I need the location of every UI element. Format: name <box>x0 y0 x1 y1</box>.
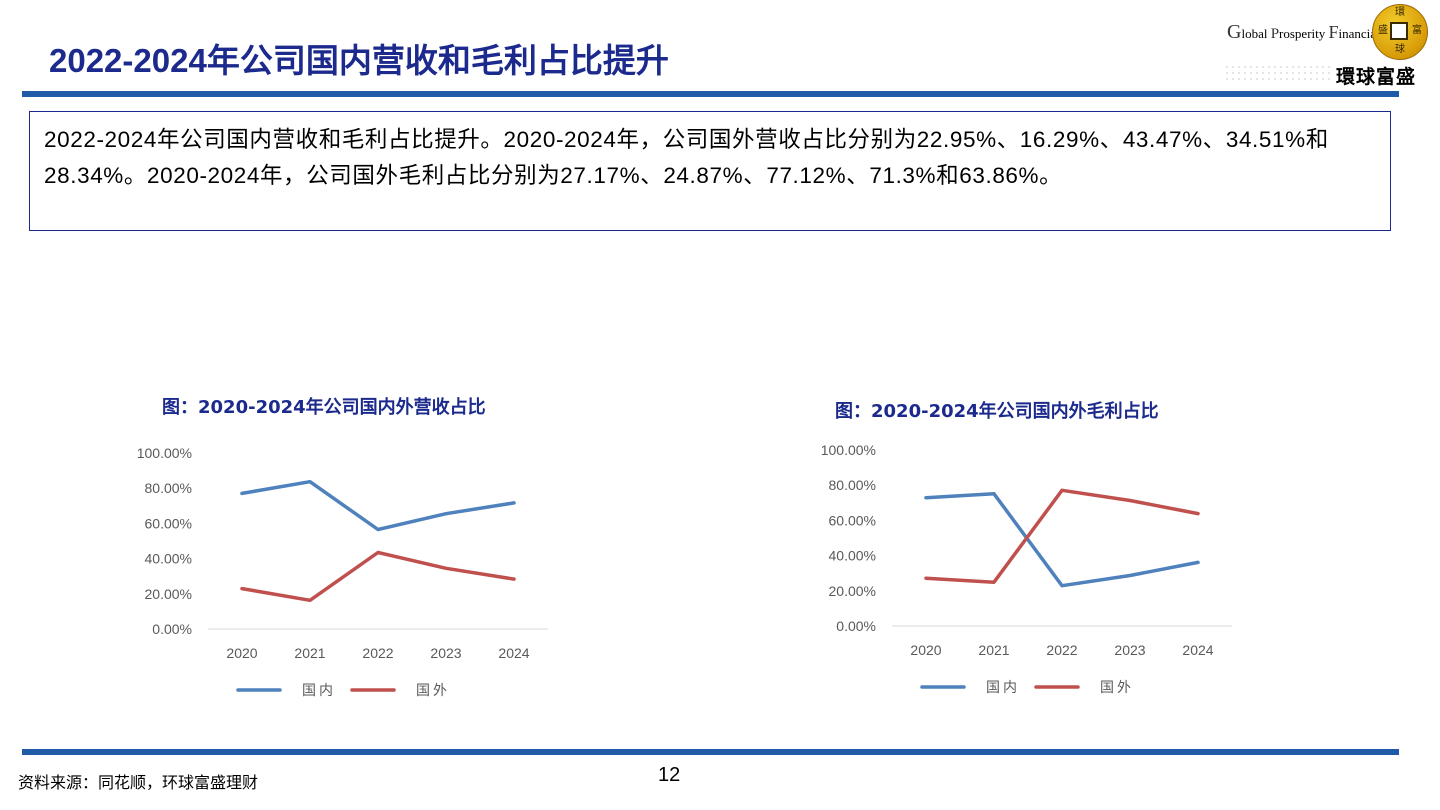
brand-logo: Global Prosperity Financial 環 富 球 盛 環球富盛 <box>1224 4 1434 88</box>
x-tick-label: 2022 <box>362 645 393 661</box>
y-tick-label: 100.00% <box>821 442 876 458</box>
page-number: 12 <box>658 764 681 786</box>
header-divider <box>22 91 1399 97</box>
y-tick-label: 40.00% <box>829 548 876 564</box>
y-tick-label: 20.00% <box>145 586 192 602</box>
y-tick-label: 100.00% <box>137 445 192 461</box>
x-tick-label: 2021 <box>978 642 1009 658</box>
y-tick-label: 80.00% <box>829 477 876 493</box>
x-tick-label: 2020 <box>226 645 257 661</box>
x-tick-label: 2020 <box>910 642 941 658</box>
chart-title: 图：2020-2024年公司国内外营收占比 <box>162 396 486 418</box>
chart-title: 图：2020-2024年公司国内外毛利占比 <box>835 400 1159 422</box>
x-tick-label: 2024 <box>498 645 529 661</box>
footer-divider <box>22 749 1399 755</box>
series-line-foreign <box>924 488 1200 584</box>
page-title: 2022-2024年公司国内营收和毛利占比提升 <box>49 42 669 79</box>
x-tick-label: 2023 <box>1114 642 1145 658</box>
y-tick-label: 80.00% <box>145 480 192 496</box>
legend-label: 国外 <box>1100 680 1134 696</box>
x-tick-label: 2021 <box>294 645 325 661</box>
legend-label: 国内 <box>986 680 1020 696</box>
revenue-share-chart: 图：2020-2024年公司国内外营收占比 0.00% 20.00% 40.00% 60… <box>137 396 548 699</box>
x-tick-label: 2024 <box>1182 642 1213 658</box>
coin-emblem-icon: 環 富 球 盛 <box>1372 4 1428 60</box>
y-tick-label: 60.00% <box>145 515 192 531</box>
legend-label: 国外 <box>416 683 450 699</box>
source-note: 资料来源：同花顺，环球富盛理财 <box>18 773 259 792</box>
x-tick-label: 2023 <box>430 645 461 661</box>
logo-chinese-name: 環球富盛 <box>1336 67 1417 88</box>
logo-dot-pattern <box>1224 64 1334 82</box>
x-tick-label: 2022 <box>1046 642 1077 658</box>
series-line-domestic <box>240 479 516 532</box>
summary-box: 2022-2024年公司国内营收和毛利占比提升。2020-2024年，公司国外营… <box>29 111 1391 231</box>
series-line-domestic <box>924 492 1200 588</box>
logo-english-name: Global Prosperity Financial <box>1227 21 1380 43</box>
y-tick-label: 40.00% <box>145 551 192 567</box>
y-tick-label: 20.00% <box>829 583 876 599</box>
y-tick-label: 0.00% <box>152 621 192 637</box>
gross-profit-share-chart: 图：2020-2024年公司国内外毛利占比 0.00% 20.00% 40.00% 60… <box>821 400 1232 696</box>
y-tick-label: 60.00% <box>829 512 876 528</box>
series-line-foreign <box>240 550 516 603</box>
y-tick-label: 0.00% <box>836 618 876 634</box>
legend-label: 国内 <box>302 683 336 699</box>
